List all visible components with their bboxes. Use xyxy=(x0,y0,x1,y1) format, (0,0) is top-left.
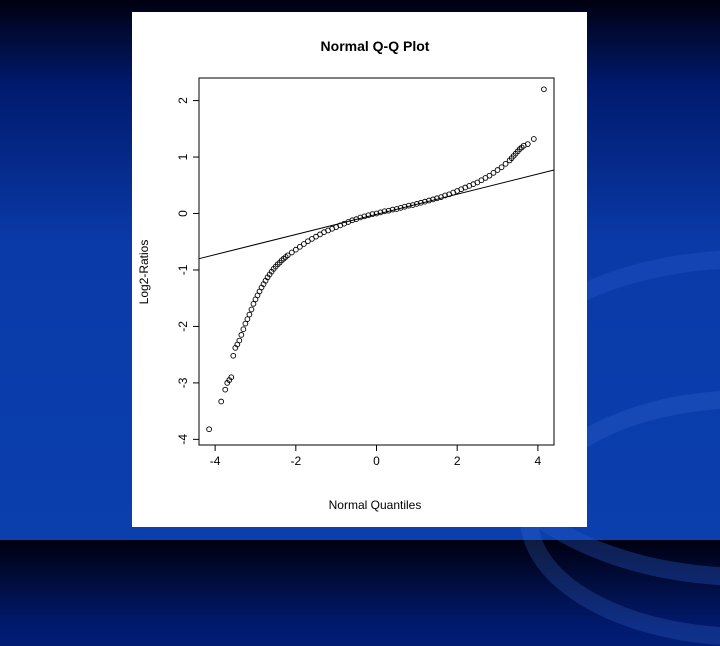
data-point xyxy=(361,213,368,220)
data-point xyxy=(250,300,257,307)
data-points xyxy=(206,86,547,433)
x-tick-label: 2 xyxy=(454,454,461,468)
data-point xyxy=(292,246,299,253)
data-point xyxy=(413,201,420,207)
data-point xyxy=(494,167,501,173)
y-axis-label: Log2-Ratios xyxy=(137,240,151,305)
data-point xyxy=(222,386,229,393)
data-point xyxy=(365,212,372,219)
data-point xyxy=(490,170,497,176)
data-point xyxy=(297,243,303,250)
data-point xyxy=(442,192,448,199)
data-point xyxy=(541,86,547,93)
data-point xyxy=(206,426,212,433)
y-axis: -4 -3 -2 -1 0 1 2 xyxy=(176,97,200,445)
data-point xyxy=(389,206,396,213)
data-point xyxy=(242,320,249,327)
chart-panel: Normal Q-Q Plot -4 -2 0 2 4 -4 -3 -2 -1 0 1 2 Norm… xyxy=(132,12,587,527)
data-point xyxy=(369,211,376,217)
data-point xyxy=(405,202,412,209)
data-point xyxy=(422,198,428,205)
x-axis-label: Normal Quantiles xyxy=(329,498,422,512)
data-point xyxy=(393,206,400,212)
data-point xyxy=(244,316,251,322)
data-point xyxy=(236,337,243,344)
data-point xyxy=(301,241,307,247)
data-point xyxy=(218,398,225,405)
data-point xyxy=(381,208,388,215)
y-tick-label: -3 xyxy=(176,377,190,388)
plot-frame xyxy=(198,77,555,446)
data-point xyxy=(373,210,380,217)
y-tick-label: -1 xyxy=(176,264,190,275)
data-point xyxy=(409,202,416,208)
data-point xyxy=(498,164,505,171)
x-tick-label: 4 xyxy=(535,454,542,468)
data-point xyxy=(377,209,384,216)
y-tick-label: 0 xyxy=(176,210,190,217)
reference-line xyxy=(198,169,555,260)
y-tick-label: 1 xyxy=(176,153,190,160)
data-point xyxy=(486,172,493,179)
data-point xyxy=(530,136,537,142)
qq-plot: Normal Q-Q Plot -4 -2 0 2 4 -4 -3 -2 -1 0 1 2 Norm… xyxy=(137,38,555,512)
data-point xyxy=(430,196,436,203)
data-point xyxy=(349,217,356,224)
data-point xyxy=(284,252,291,259)
data-point xyxy=(502,160,509,167)
data-point xyxy=(385,207,392,214)
data-point xyxy=(288,249,295,256)
data-point xyxy=(248,306,255,313)
y-tick-label: -4 xyxy=(176,434,190,445)
data-point xyxy=(434,195,440,202)
x-axis: -4 -2 0 2 4 xyxy=(210,444,542,468)
y-tick-label: 2 xyxy=(176,97,190,104)
data-point xyxy=(240,326,247,333)
data-point xyxy=(357,214,364,221)
data-point xyxy=(397,205,404,211)
data-point xyxy=(246,311,253,318)
data-point xyxy=(238,332,245,338)
x-tick-label: -4 xyxy=(210,454,221,468)
y-tick-label: -2 xyxy=(176,321,190,332)
chart-title: Normal Q-Q Plot xyxy=(321,38,430,54)
data-point xyxy=(228,374,235,381)
data-point xyxy=(401,203,408,210)
data-point xyxy=(426,197,432,204)
data-point xyxy=(418,199,424,206)
data-point xyxy=(524,141,531,147)
data-point xyxy=(230,352,237,359)
x-tick-label: -2 xyxy=(290,454,301,468)
x-tick-label: 0 xyxy=(373,454,380,468)
